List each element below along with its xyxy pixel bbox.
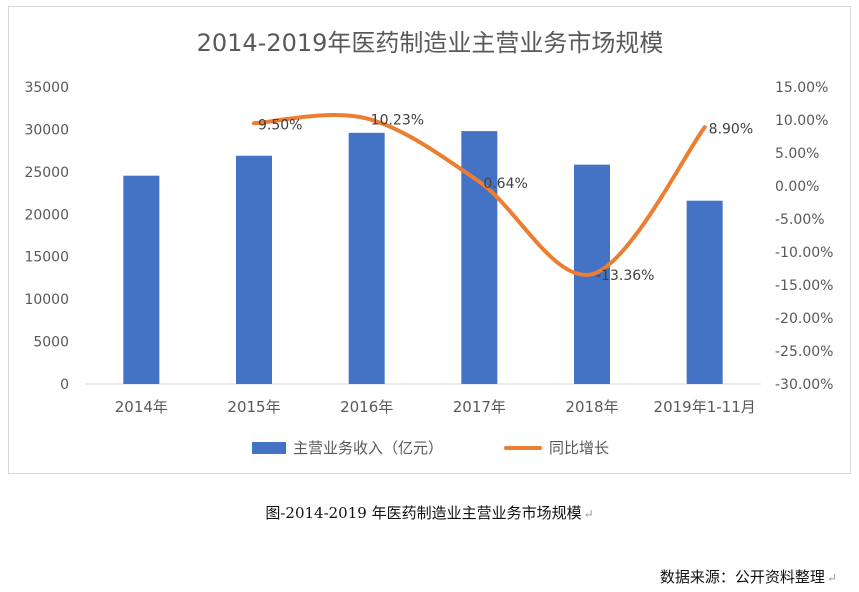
chart-frame: 2014-2019年医药制造业主营业务市场规模 0 5000 10000 15000 20… bbox=[8, 6, 851, 474]
figure-caption-text: 图-2014-2019 年医药制造业主营业务市场规模 bbox=[265, 504, 582, 522]
return-mark-icon: ↵ bbox=[826, 571, 837, 585]
y-right-tick-label: -15.00% bbox=[775, 278, 833, 294]
y-right-tick-label: -20.00% bbox=[775, 311, 833, 327]
figure-caption: 图-2014-2019 年医药制造业主营业务市场规模 ↵ bbox=[0, 502, 859, 523]
x-tick-label: 2014年 bbox=[115, 398, 168, 416]
bar bbox=[461, 131, 498, 384]
line-data-label: 0.64% bbox=[483, 176, 527, 192]
bar bbox=[348, 132, 385, 384]
x-tick-label: 2018年 bbox=[565, 398, 618, 416]
y-left-tick-label: 35000 bbox=[24, 80, 69, 96]
chart-title: 2014-2019年医药制造业主营业务市场规模 bbox=[197, 29, 664, 57]
y-left-tick-label: 30000 bbox=[24, 122, 69, 138]
legend-bar-label: 主营业务收入（亿元） bbox=[293, 439, 443, 457]
y-right-tick-label: 5.00% bbox=[775, 146, 819, 162]
y-left-tick-label: 20000 bbox=[24, 207, 69, 223]
data-source-text: 数据来源：公开资料整理 bbox=[659, 568, 825, 586]
x-tick-label: 2015年 bbox=[227, 398, 280, 416]
bar bbox=[686, 200, 723, 384]
y-right-tick-label: 10.00% bbox=[775, 113, 828, 129]
chart-svg: 2014-2019年医药制造业主营业务市场规模 0 5000 10000 15000 20… bbox=[24, 29, 833, 457]
line-data-label: 10.23% bbox=[371, 112, 424, 128]
growth-line bbox=[252, 113, 707, 277]
line-data-label: 8.90% bbox=[709, 121, 753, 137]
y-left-tick-label: 5000 bbox=[33, 335, 69, 351]
bar bbox=[123, 175, 160, 384]
line-data-label: 9.50% bbox=[258, 117, 302, 133]
y-right-tick-label: -5.00% bbox=[775, 212, 825, 228]
legend-bar-swatch bbox=[252, 442, 286, 454]
y-left-tick-label: 0 bbox=[60, 377, 69, 393]
y-left-tick-label: 15000 bbox=[24, 250, 69, 266]
x-tick-label: 2017年 bbox=[453, 398, 506, 416]
legend-line-label: 同比增长 bbox=[549, 439, 609, 457]
x-tick-label: 2019年1-11月 bbox=[654, 398, 756, 416]
y-left-tick-label: 25000 bbox=[24, 165, 69, 181]
y-left-tick-label: 10000 bbox=[24, 292, 69, 308]
y-right-tick-label: -25.00% bbox=[775, 344, 833, 360]
line-data-label: -13.36% bbox=[596, 268, 654, 284]
y-right-tick-label: -10.00% bbox=[775, 245, 833, 261]
data-source: 数据来源：公开资料整理 ↵ bbox=[660, 566, 837, 587]
y-right-tick-label: 0.00% bbox=[775, 179, 819, 195]
return-mark-icon: ↵ bbox=[583, 507, 594, 521]
x-tick-label: 2016年 bbox=[340, 398, 393, 416]
bar bbox=[236, 155, 272, 384]
y-right-tick-label: -30.00% bbox=[775, 377, 833, 393]
y-right-tick-label: 15.00% bbox=[775, 80, 828, 96]
